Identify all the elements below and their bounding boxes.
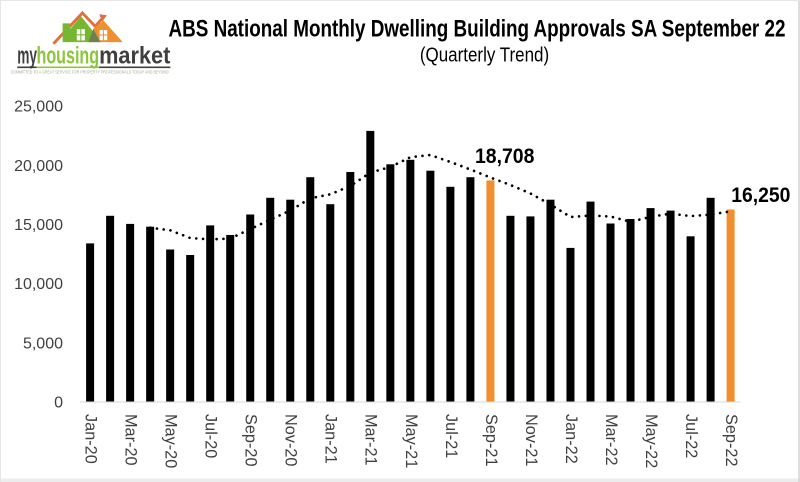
svg-text:Sep-20: Sep-20: [242, 414, 260, 467]
svg-text:(Quarterly Trend): (Quarterly Trend): [420, 44, 549, 66]
svg-text:Jul-22: Jul-22: [682, 414, 700, 458]
svg-text:5,000: 5,000: [23, 336, 63, 353]
svg-text:10,000: 10,000: [14, 276, 63, 293]
svg-text:Jan-22: Jan-22: [562, 414, 580, 464]
svg-text:my: my: [17, 43, 37, 70]
svg-text:May-22: May-22: [642, 414, 660, 468]
svg-text:Mar-22: Mar-22: [602, 414, 620, 466]
svg-text:COMMITTED TO A GREAT SERVICE F: COMMITTED TO A GREAT SERVICE FOR PROPERT…: [11, 69, 169, 74]
svg-text:0: 0: [54, 395, 63, 412]
svg-text:Nov-20: Nov-20: [282, 414, 300, 467]
svg-text:May-20: May-20: [162, 414, 180, 468]
svg-text:Jan-21: Jan-21: [322, 414, 340, 464]
svg-text:18,708: 18,708: [475, 145, 535, 168]
svg-text:May-21: May-21: [402, 414, 420, 468]
svg-text:15,000: 15,000: [14, 217, 63, 234]
svg-text:housing: housing: [37, 43, 100, 70]
svg-text:Mar-21: Mar-21: [362, 414, 380, 466]
svg-text:20,000: 20,000: [14, 158, 63, 175]
svg-text:Jul-21: Jul-21: [442, 414, 460, 458]
svg-text:Nov-21: Nov-21: [522, 414, 540, 467]
svg-text:16,250: 16,250: [731, 184, 790, 207]
svg-text:market: market: [99, 43, 170, 70]
svg-text:Jul-20: Jul-20: [202, 414, 220, 458]
svg-text:Mar-20: Mar-20: [122, 414, 140, 466]
svg-text:Jan-20: Jan-20: [82, 414, 100, 464]
svg-text:ABS National Monthly Dwelling: ABS National Monthly Dwelling Building A…: [169, 15, 786, 42]
svg-text:25,000: 25,000: [14, 99, 63, 116]
svg-text:Sep-21: Sep-21: [482, 414, 500, 467]
svg-text:Sep-22: Sep-22: [722, 414, 740, 467]
